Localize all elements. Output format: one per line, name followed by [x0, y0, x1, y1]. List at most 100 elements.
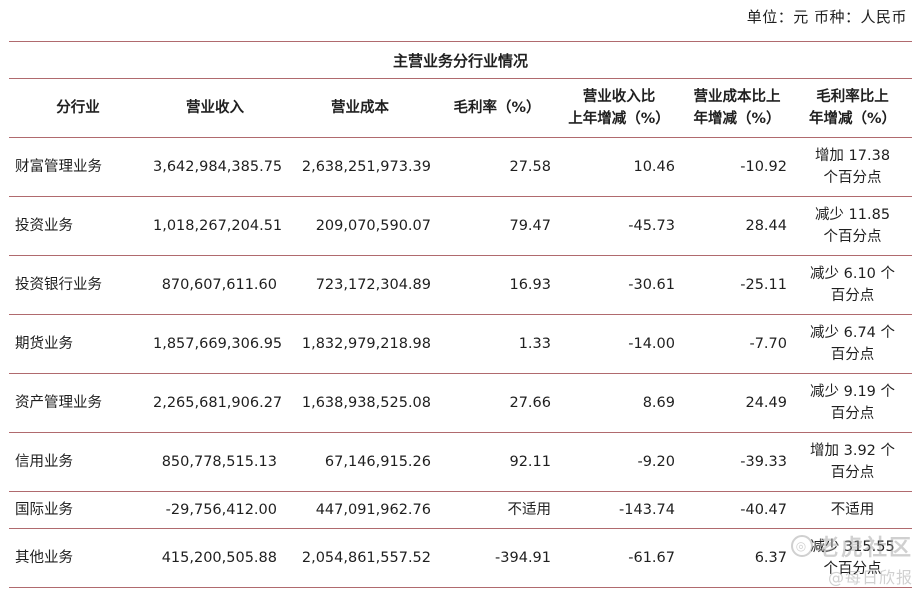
cell-segment: 财富管理业务: [9, 137, 147, 197]
cell-revenue: 2,265,681,906.27: [147, 373, 283, 433]
table-body: 财富管理业务 3,642,984,385.75 2,638,251,973.39 27…: [9, 137, 913, 588]
cell-cost: 1,638,938,525.08: [283, 373, 437, 433]
cell-revenue-change: -30.61: [557, 255, 681, 315]
header-cost-change: 营业成本比上 年增减（%）: [681, 78, 793, 138]
header-segment: 分行业: [9, 78, 147, 138]
cell-cost-change: -25.11: [681, 255, 793, 315]
cell-margin-change: 减少 11.85 个百分点: [793, 196, 913, 256]
table-row: 期货业务 1,857,669,306.95 1,832,979,218.98 1.33…: [9, 314, 913, 374]
cell-margin: 27.58: [437, 137, 557, 197]
cell-margin: 92.11: [437, 432, 557, 492]
cell-margin-change-line2: 百分点: [830, 288, 875, 304]
cell-margin-change: 减少 315.55 个百分点: [793, 528, 913, 588]
cell-margin-change-line1: 减少 9.19 个: [810, 384, 896, 400]
cell-margin-change-line2: 个百分点: [823, 170, 882, 186]
cell-cost-change: 28.44: [681, 196, 793, 256]
header-revenue-line1: 营业收入: [186, 100, 244, 116]
cell-cost: 2,638,251,973.39: [283, 137, 437, 197]
cell-cost: 67,146,915.26: [283, 432, 437, 492]
cell-margin-change-line1: 增加 3.92 个: [810, 443, 896, 459]
table-row: 信用业务 850,778,515.13 67,146,915.26 92.11 -9.2…: [9, 432, 913, 492]
header-revenue-change: 营业收入比上年增减（%）: [557, 78, 681, 138]
cell-segment: 投资银行业务: [9, 255, 147, 315]
cell-revenue: 1,857,669,306.95: [147, 314, 283, 374]
cell-margin-change-line1: 减少 315.55: [810, 539, 895, 555]
cell-segment: 其他业务: [9, 528, 147, 588]
cell-margin: 27.66: [437, 373, 557, 433]
cell-revenue-change: 10.46: [557, 137, 681, 197]
cell-revenue: 415,200,505.88: [147, 528, 283, 588]
cell-margin-change-line2: 百分点: [830, 347, 875, 363]
header-segment-line1: 分行业: [56, 100, 100, 116]
cell-margin: 不适用: [437, 491, 557, 529]
cell-segment: 信用业务: [9, 432, 147, 492]
cell-segment: 国际业务: [9, 491, 147, 529]
unit-currency-note: 单位：元 币种：人民币: [746, 8, 907, 26]
cell-revenue: -29,756,412.00: [147, 491, 283, 529]
header-margin-line1: 毛利率（%）: [453, 100, 541, 116]
cell-revenue-change: -143.74: [557, 491, 681, 529]
table-row: 其他业务 415,200,505.88 2,054,861,557.52 -394.9…: [9, 528, 913, 588]
cell-revenue-change: -45.73: [557, 196, 681, 256]
table-row: 投资银行业务 870,607,611.60 723,172,304.89 16.93-…: [9, 255, 913, 315]
cell-revenue-change: 8.69: [557, 373, 681, 433]
cell-revenue-change: -61.67: [557, 528, 681, 588]
header-cost-line1: 营业成本: [331, 100, 389, 116]
cell-margin-change: 增加 3.92 个百分点: [793, 432, 913, 492]
cell-margin-change-line2: 个百分点: [823, 561, 882, 577]
cell-margin: 1.33: [437, 314, 557, 374]
cell-cost: 447,091,962.76: [283, 491, 437, 529]
cell-margin-change: 减少 6.10 个百分点: [793, 255, 913, 315]
cell-margin-change-line1: 增加 17.38: [814, 148, 891, 164]
cell-cost-change: 6.37: [681, 528, 793, 588]
cell-revenue: 870,607,611.60: [147, 255, 283, 315]
cell-margin-change-line1: 减少 6.10 个: [810, 266, 896, 282]
cell-margin-change-line2: 百分点: [830, 465, 875, 481]
cell-cost: 1,832,979,218.98: [283, 314, 437, 374]
cell-cost-change: -39.33: [681, 432, 793, 492]
cell-margin: 79.47: [437, 196, 557, 256]
cell-cost: 2,054,861,557.52: [283, 528, 437, 588]
header-revenue-change-line2: 上年增减（%）: [568, 111, 670, 127]
cell-segment: 期货业务: [9, 314, 147, 374]
cell-cost-change: -7.70: [681, 314, 793, 374]
cell-margin-change-line2: 个百分点: [823, 229, 882, 245]
table-title: 主营业务分行业情况: [9, 41, 913, 79]
cell-margin-change-line1: 减少 11.85: [814, 207, 891, 223]
header-cost-change-line1: 营业成本比上: [693, 89, 781, 105]
segment-table: 主营业务分行业情况 分行业 营业收入 营业成本 毛利率（%） 营业收入比 上年增减（%）营…: [9, 41, 913, 588]
cell-cost-change: -40.47: [681, 491, 793, 529]
cell-margin-change: 减少 9.19 个百分点: [793, 373, 913, 433]
cell-margin: 16.93: [437, 255, 557, 315]
cell-cost-change: 24.49: [681, 373, 793, 433]
header-margin: 毛利率（%）: [437, 78, 557, 138]
header-cost-change-line2: 年增减（%）: [693, 111, 781, 127]
table-title-row: 主营业务分行业情况: [9, 41, 913, 79]
cell-margin: -394.91: [437, 528, 557, 588]
table-row: 资产管理业务 2,265,681,906.27 1,638,938,525.08 27…: [9, 373, 913, 433]
header-margin-change: 毛利率比上年增减（%）: [793, 78, 913, 138]
cell-revenue: 850,778,515.13: [147, 432, 283, 492]
table-row: 财富管理业务 3,642,984,385.75 2,638,251,973.39 27…: [9, 137, 913, 197]
cell-revenue: 3,642,984,385.75: [147, 137, 283, 197]
cell-cost: 723,172,304.89: [283, 255, 437, 315]
header-row: 分行业 营业收入 营业成本 毛利率（%） 营业收入比 上年增减（%） 营业成本比上 年增减（%…: [9, 78, 913, 138]
cell-cost-change: -10.92: [681, 137, 793, 197]
cell-margin-change-line1: 不适用: [830, 502, 875, 518]
cell-margin-change: 减少 6.74 个百分点: [793, 314, 913, 374]
header-margin-change-line1: 毛利率比上: [816, 89, 889, 105]
header-revenue: 营业收入: [147, 78, 283, 138]
cell-margin-change-line2: 百分点: [830, 406, 875, 422]
cell-margin-change-line1: 减少 6.74 个: [810, 325, 896, 341]
cell-margin-change: 不适用: [793, 491, 913, 529]
cell-revenue-change: -9.20: [557, 432, 681, 492]
header-margin-change-line2: 年增减（%）: [808, 111, 897, 127]
header-revenue-change-line1: 营业收入比: [582, 89, 656, 105]
table-row: 国际业务 -29,756,412.00 447,091,962.76 不适用 -143.…: [9, 491, 913, 529]
header-cost: 营业成本: [283, 78, 437, 138]
cell-segment: 资产管理业务: [9, 373, 147, 433]
cell-cost: 209,070,590.07: [283, 196, 437, 256]
cell-revenue: 1,018,267,204.51: [147, 196, 283, 256]
table-row: 投资业务 1,018,267,204.51 209,070,590.07 79.47-…: [9, 196, 913, 256]
cell-margin-change: 增加 17.38 个百分点: [793, 137, 913, 197]
